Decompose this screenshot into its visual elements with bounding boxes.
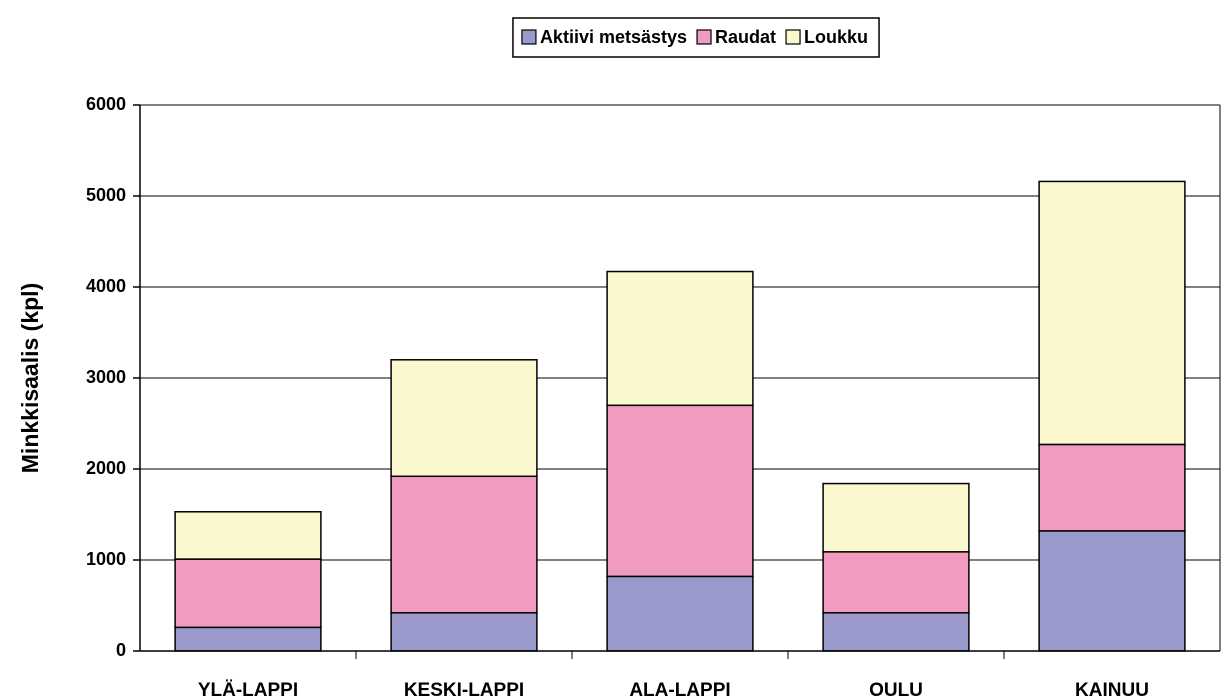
bar-segment [174, 558, 322, 629]
bar-segment [606, 270, 754, 407]
y-tick-label: 4000 [86, 276, 126, 296]
y-tick-label: 6000 [86, 94, 126, 114]
y-tick-label: 0 [116, 640, 126, 660]
y-axis-label: Minkkisaalis (kpl) [17, 283, 43, 473]
y-tick-label: 3000 [86, 367, 126, 387]
legend-swatch [521, 29, 537, 45]
bar-segment [174, 511, 322, 560]
legend-label: Loukku [804, 27, 868, 47]
bar-segment [390, 475, 538, 614]
x-tick-label: KESKI-LAPPI [404, 680, 524, 700]
bar-segment [606, 404, 754, 578]
legend-label: Raudat [715, 27, 776, 47]
y-tick-label: 1000 [86, 549, 126, 569]
legend-swatch [785, 29, 801, 45]
legend-label: Aktiivi metsästys [540, 27, 687, 47]
bar-segment [822, 551, 970, 614]
bar-segment [1038, 180, 1186, 446]
bar-segment [822, 612, 970, 652]
bar-segment [174, 626, 322, 652]
bar-segment [1038, 530, 1186, 652]
bar-segment [390, 612, 538, 652]
legend-swatch [696, 29, 712, 45]
y-tick-label: 2000 [86, 458, 126, 478]
bar-segment [390, 359, 538, 478]
x-tick-label: OULU [869, 680, 923, 700]
x-tick-label: KAINUU [1075, 680, 1149, 700]
x-tick-label: YLÄ-LAPPI [198, 680, 298, 700]
legend-box [512, 17, 880, 58]
x-tick-label: ALA-LAPPI [629, 680, 730, 700]
bar-segment [1038, 443, 1186, 532]
bar-segment [606, 575, 754, 652]
bar-segment [822, 482, 970, 553]
y-tick-label: 5000 [86, 185, 126, 205]
